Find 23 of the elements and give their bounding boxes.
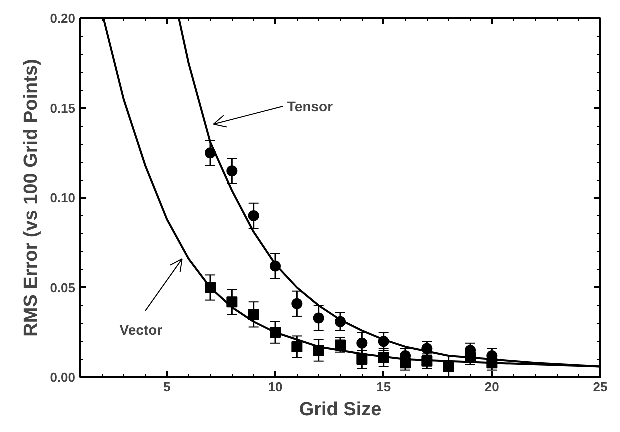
y-tick-label: 0.15 (50, 100, 76, 116)
x-axis-title: Grid Size (299, 400, 382, 420)
point (356, 354, 368, 366)
y-tick-label: 0.05 (50, 280, 76, 296)
annotation: Vector (120, 322, 164, 338)
point (292, 341, 303, 352)
point (335, 340, 346, 351)
y-tick-label: 0.20 (50, 11, 76, 26)
point (313, 312, 324, 324)
point (248, 210, 260, 222)
point (248, 309, 260, 320)
x-tick-label: 10 (268, 380, 283, 394)
x-tick-label: 25 (593, 380, 608, 394)
annotation: Tensor (287, 98, 334, 114)
x-tick-label: 5 (164, 380, 171, 394)
point (292, 298, 303, 310)
point (226, 166, 238, 177)
y-axis-title: RMS Error (vs 100 Grid Points) (21, 59, 42, 337)
x-tick-label: 15 (376, 380, 392, 394)
x-tick-label: 20 (484, 380, 500, 394)
y-tick-label: 0.00 (50, 370, 76, 385)
point (356, 338, 368, 349)
y-tick-label: 0.10 (50, 190, 76, 206)
